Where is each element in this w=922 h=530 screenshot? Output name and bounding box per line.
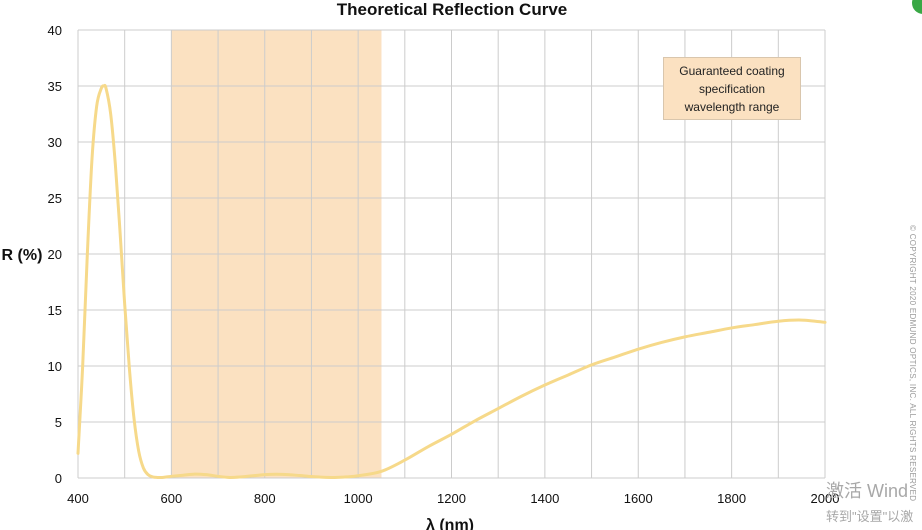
x-tick-label: 800 bbox=[254, 491, 276, 506]
x-tick-label: 1800 bbox=[717, 491, 746, 506]
x-tick-label: 1600 bbox=[624, 491, 653, 506]
y-tick-label: 5 bbox=[55, 415, 62, 430]
windows-activation-text: 激活 Wind bbox=[826, 481, 908, 501]
y-axis-label: R (%) bbox=[2, 247, 43, 264]
legend-line-2: specification bbox=[698, 81, 766, 96]
windows-activation-subtext: 转到"设置"以激 bbox=[826, 509, 913, 524]
x-tick-label: 2000 bbox=[811, 491, 840, 506]
y-tick-label: 25 bbox=[48, 191, 62, 206]
y-tick-label: 35 bbox=[48, 79, 62, 94]
y-tick-label: 0 bbox=[55, 471, 62, 486]
corner-badge bbox=[912, 0, 922, 14]
x-tick-label: 400 bbox=[67, 491, 89, 506]
y-tick-label: 40 bbox=[48, 23, 62, 38]
x-tick-label: 600 bbox=[161, 491, 183, 506]
y-tick-label: 10 bbox=[48, 359, 62, 374]
chart-title: Theoretical Reflection Curve bbox=[337, 0, 568, 19]
x-axis-label: λ (nm) bbox=[426, 517, 474, 530]
x-tick-label: 1200 bbox=[437, 491, 466, 506]
x-tick-label: 1000 bbox=[344, 491, 373, 506]
legend-shaded-range: Guaranteed coating specification wavelen… bbox=[663, 57, 801, 120]
legend-line-1: Guaranteed coating bbox=[679, 63, 785, 78]
legend-line-3: wavelength range bbox=[684, 99, 780, 114]
x-tick-label: 1400 bbox=[530, 491, 559, 506]
y-tick-label: 20 bbox=[48, 247, 62, 262]
y-tick-label: 30 bbox=[48, 135, 62, 150]
y-tick-label: 15 bbox=[48, 303, 62, 318]
series-line-reflection bbox=[76, 83, 827, 480]
copyright-watermark: © COPYRIGHT 2020 EDMUND OPTICS, INC. ALL… bbox=[908, 225, 917, 501]
